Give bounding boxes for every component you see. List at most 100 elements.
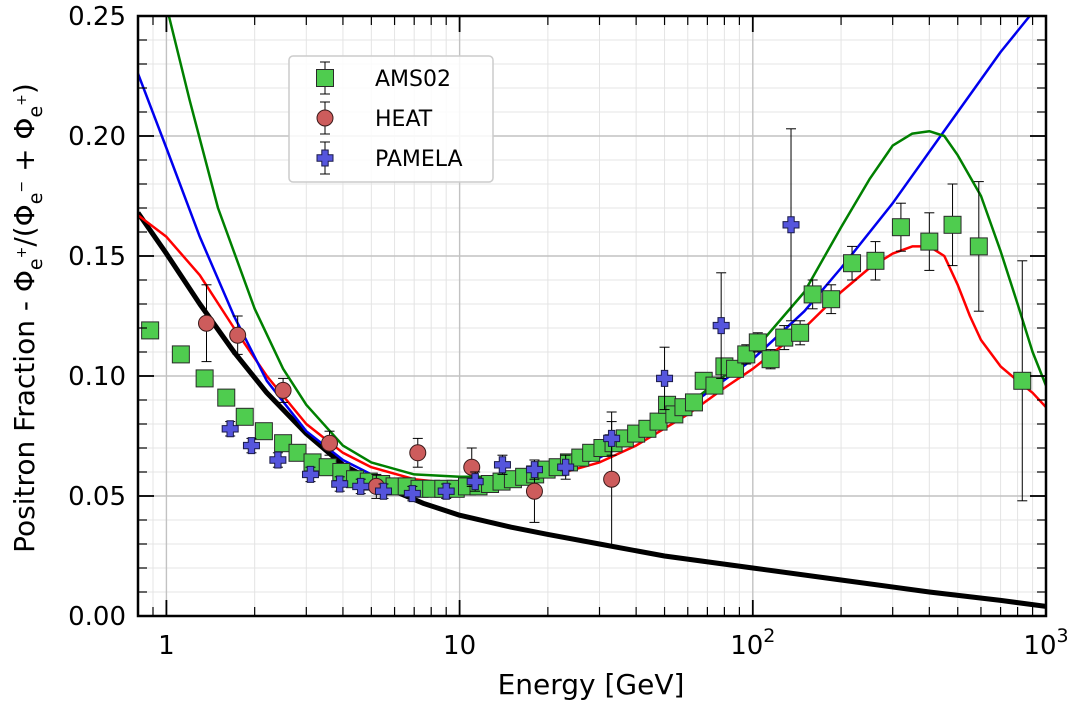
marker xyxy=(197,314,215,332)
marker xyxy=(352,477,370,495)
y-tick-label: 0.05 xyxy=(68,482,126,512)
ams02-point xyxy=(791,320,810,346)
marker xyxy=(409,444,427,462)
marker xyxy=(331,475,349,493)
marker xyxy=(705,376,724,395)
ams02-point xyxy=(803,279,822,310)
ams02-point xyxy=(288,443,307,462)
ams02-point xyxy=(748,332,767,353)
marker xyxy=(437,482,455,500)
y-tick-label: 0.10 xyxy=(68,362,126,392)
ams02-point xyxy=(217,388,236,407)
marker xyxy=(822,290,841,309)
legend-marker xyxy=(316,109,334,127)
ams02-point xyxy=(171,345,190,364)
legend-entry-pamela: PAMELA xyxy=(316,141,463,175)
pamela-point xyxy=(301,465,319,483)
x-tick-label: 10 xyxy=(443,631,476,661)
ams02-point xyxy=(969,181,988,312)
plot-frame xyxy=(136,14,1048,618)
ams02-point xyxy=(775,325,794,351)
legend-label: HEAT xyxy=(375,107,433,132)
marker xyxy=(171,345,190,364)
ams02-point xyxy=(866,241,885,281)
ams02-point xyxy=(705,376,724,395)
marker xyxy=(891,218,910,237)
marker xyxy=(791,323,810,342)
pamela-point xyxy=(242,437,260,455)
marker xyxy=(920,232,939,251)
y-axis-label: Positron Fraction - Φe+/(Φe− + Φe+) xyxy=(8,83,47,553)
marker xyxy=(603,429,621,447)
marker xyxy=(748,333,767,352)
marker xyxy=(254,422,273,441)
marker xyxy=(866,251,885,270)
pamela-point xyxy=(656,346,674,411)
y-tick-label: 0.00 xyxy=(68,602,126,632)
ams02-point xyxy=(726,359,745,378)
marker xyxy=(235,407,254,426)
marker xyxy=(525,461,543,479)
y-tick-label: 0.15 xyxy=(68,242,126,272)
pamela-point xyxy=(221,420,239,438)
marker xyxy=(525,482,543,500)
ams02-point xyxy=(649,412,668,431)
ams02-point xyxy=(843,245,862,281)
y-tick-label: 0.25 xyxy=(68,2,126,32)
marker xyxy=(493,456,511,474)
x-axis-label: Energy [GeV] xyxy=(498,668,685,701)
marker xyxy=(403,485,421,503)
ams02-point xyxy=(891,202,910,252)
axis-ticks xyxy=(138,15,1047,617)
marker xyxy=(775,328,794,347)
marker xyxy=(603,470,621,488)
marker xyxy=(782,216,800,234)
pamela-point xyxy=(466,471,484,492)
heat-point xyxy=(409,437,427,468)
marker xyxy=(274,381,292,399)
pamela-point xyxy=(331,475,349,493)
marker xyxy=(141,321,160,340)
ams02-point xyxy=(943,183,962,267)
marker xyxy=(761,350,780,369)
marker xyxy=(726,359,745,378)
legend-label: AMS02 xyxy=(375,67,451,92)
legend-marker xyxy=(316,69,334,87)
heat-point xyxy=(229,315,247,355)
marker xyxy=(321,434,339,452)
x-tick-label: 102 xyxy=(730,625,775,661)
model-curve xyxy=(138,214,1046,486)
marker xyxy=(684,393,703,412)
legend: AMS02 HEAT PAMELA xyxy=(288,55,494,183)
marker xyxy=(649,412,668,431)
pamela-point xyxy=(403,485,421,503)
data-points xyxy=(141,128,1032,547)
ams02-point xyxy=(274,434,293,453)
marker xyxy=(943,215,962,234)
ams02-point xyxy=(822,284,841,315)
legend-frame xyxy=(288,55,494,183)
pamela-point xyxy=(437,482,455,500)
legend-entry-ams02: AMS02 xyxy=(316,61,451,95)
marker xyxy=(274,434,293,453)
pamela-point xyxy=(603,421,621,456)
marker xyxy=(712,317,730,335)
marker xyxy=(969,237,988,256)
marker xyxy=(269,451,287,469)
ams02-point xyxy=(761,349,780,370)
marker xyxy=(466,473,484,491)
ams02-point xyxy=(195,369,214,388)
marker xyxy=(217,388,236,407)
model-curves xyxy=(138,16,1046,609)
pamela-point xyxy=(493,454,511,475)
pamela-point xyxy=(782,128,800,322)
marker xyxy=(374,482,392,500)
marker xyxy=(463,458,481,476)
ams02-point xyxy=(141,321,160,340)
marker xyxy=(557,458,575,476)
legend-marker xyxy=(316,149,334,167)
marker xyxy=(301,465,319,483)
pamela-point xyxy=(557,454,575,480)
pamela-point xyxy=(525,459,543,480)
